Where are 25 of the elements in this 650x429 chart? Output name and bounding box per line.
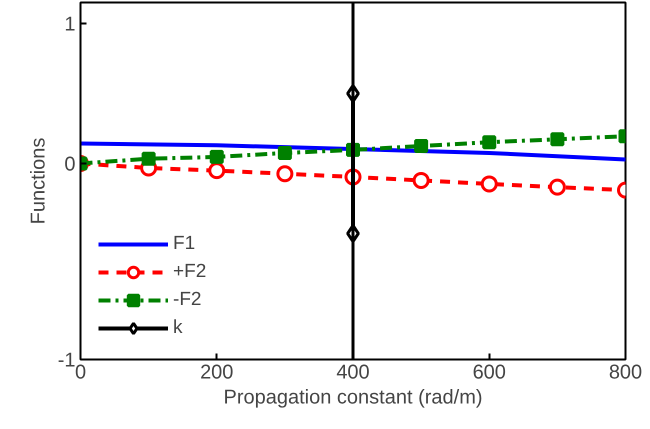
x-tick-label: 400 (336, 362, 370, 384)
legend-label: k (173, 316, 184, 340)
y-tick-label: 1 (64, 14, 76, 36)
x-tick-label: 200 (200, 362, 234, 384)
y-axis-title: Functions (28, 138, 50, 224)
point (412, 172, 430, 189)
point (208, 162, 226, 180)
legend-label: +F2 (173, 260, 206, 284)
point (480, 175, 498, 192)
legend-label: -F2 (173, 288, 202, 312)
point (210, 150, 224, 164)
line-series (80, 141, 626, 162)
x-tick-label: 600 (472, 362, 506, 384)
x-tick-label: 800 (608, 362, 642, 384)
point (278, 146, 292, 160)
point (548, 178, 566, 196)
point (414, 139, 428, 153)
point (482, 135, 496, 150)
x-axis-title: Propagation constant (rad/m) (223, 386, 483, 408)
point (276, 165, 294, 182)
y-tick-label: 0 (64, 154, 76, 176)
point (550, 132, 564, 146)
point (142, 152, 156, 166)
y-tick-label: -1 (58, 350, 76, 372)
legend-label: F1 (173, 232, 196, 256)
